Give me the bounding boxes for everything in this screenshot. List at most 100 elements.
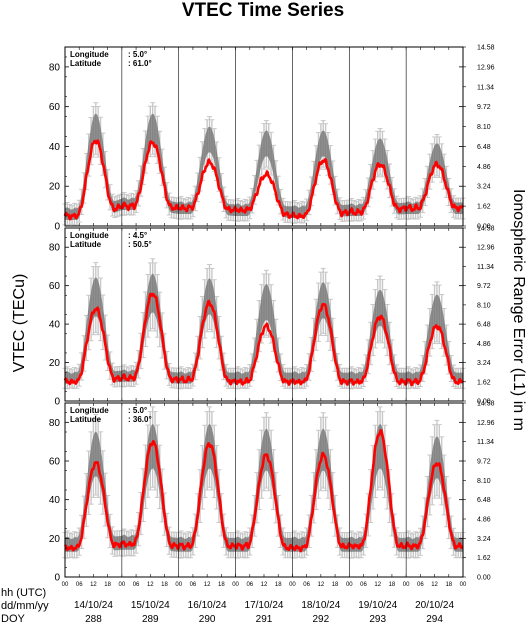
right-tick-label: 3.24 bbox=[477, 184, 491, 191]
date-label: 19/10/24 bbox=[358, 600, 397, 611]
latitude-label: Latitude bbox=[70, 415, 102, 424]
panel-middle: 0 20 40 60 80 0.00 1.62 3.24 4.86 6.48 8.10 9.72 11.… bbox=[49, 226, 495, 408]
mean-curve bbox=[63, 292, 465, 387]
hour-tick-label: 00 bbox=[232, 582, 239, 588]
doy-label: 291 bbox=[256, 614, 273, 623]
doy-label: 294 bbox=[426, 614, 443, 623]
hour-tick-label: 06 bbox=[360, 582, 367, 588]
hour-tick-label: 00 bbox=[62, 582, 69, 588]
latitude-label: Latitude bbox=[70, 240, 102, 249]
hour-tick-label: 12 bbox=[431, 582, 438, 588]
right-tick-label: 6.48 bbox=[477, 497, 491, 504]
y-tick-label: 80 bbox=[49, 418, 61, 429]
y-tick-label: 80 bbox=[49, 62, 61, 73]
mean-curve bbox=[63, 139, 465, 221]
date-label: 20/10/24 bbox=[415, 600, 454, 611]
hour-tick-label: 06 bbox=[76, 582, 83, 588]
date-label: 15/10/24 bbox=[131, 600, 170, 611]
hour-tick-label: 06 bbox=[246, 582, 253, 588]
right-tick-label: 1.62 bbox=[477, 204, 491, 211]
hour-tick-label: 18 bbox=[275, 582, 282, 588]
right-tick-label: 9.72 bbox=[477, 459, 491, 466]
row-label-hours: hh (UTC) bbox=[1, 587, 46, 599]
hour-tick-label: 00 bbox=[460, 582, 467, 588]
hour-tick-label: 18 bbox=[445, 582, 452, 588]
longitude-value: : 5.0° bbox=[128, 406, 147, 415]
right-tick-label: 8.10 bbox=[477, 124, 491, 131]
location-info: Longitude: 5.0° Latitude: 36.0° bbox=[70, 406, 152, 424]
date-label: 17/10/24 bbox=[245, 600, 284, 611]
hour-tick-label: 00 bbox=[119, 582, 126, 588]
longitude-value: : 5.0° bbox=[128, 50, 147, 59]
latitude-label: Latitude bbox=[70, 59, 102, 68]
hour-tick-label: 12 bbox=[318, 582, 325, 588]
right-tick-label: 12.96 bbox=[477, 245, 495, 252]
right-tick-label: 1.62 bbox=[477, 379, 491, 386]
hour-tick-label: 00 bbox=[289, 582, 296, 588]
hour-tick-label: 18 bbox=[104, 582, 111, 588]
latitude-value: : 61.0° bbox=[128, 59, 152, 68]
right-tick-label: 0.00 bbox=[477, 399, 491, 406]
doy-label: 288 bbox=[85, 614, 102, 623]
hour-tick-label: 06 bbox=[133, 582, 140, 588]
right-tick-label: 3.24 bbox=[477, 536, 491, 543]
right-tick-label: 9.72 bbox=[477, 104, 491, 111]
doy-label: 293 bbox=[369, 614, 386, 623]
right-tick-label: 4.86 bbox=[477, 341, 491, 348]
panel-bottom: 0 20 40 60 80 0.00 1.62 3.24 4.86 6.48 8.10 9.72 11.… bbox=[49, 401, 495, 623]
hour-tick-label: 06 bbox=[190, 582, 197, 588]
longitude-value: : 4.5° bbox=[128, 231, 147, 240]
y-tick-label: 40 bbox=[49, 320, 61, 331]
right-tick-label: 11.34 bbox=[477, 264, 494, 271]
right-tick-label: 0.00 bbox=[477, 224, 491, 231]
hour-tick-label: 00 bbox=[175, 582, 182, 588]
chart-title: VTEC Time Series bbox=[182, 0, 344, 21]
hour-tick-label: 00 bbox=[346, 582, 353, 588]
longitude-label: Longitude bbox=[70, 406, 109, 415]
y-tick-label: 40 bbox=[49, 142, 61, 153]
date-label: 18/10/24 bbox=[301, 600, 340, 611]
right-tick-label: 14.58 bbox=[477, 226, 495, 233]
right-tick-label: 3.24 bbox=[477, 360, 491, 367]
mean-curve bbox=[63, 429, 464, 553]
y-tick-label: 40 bbox=[49, 495, 61, 506]
right-tick-label: 6.48 bbox=[477, 144, 491, 151]
date-label: 14/10/24 bbox=[74, 600, 113, 611]
longitude-label: Longitude bbox=[70, 50, 109, 59]
doy-label: 290 bbox=[199, 614, 216, 623]
right-tick-label: 4.86 bbox=[477, 517, 491, 524]
y-tick-label: 20 bbox=[49, 534, 61, 545]
panel-top: 0 20 40 60 80 0.00 1.62 3.24 4.86 6.48 8.10 9.72 11.… bbox=[49, 45, 495, 233]
right-tick-label: 1.62 bbox=[477, 555, 491, 562]
row-label-doy: DOY bbox=[1, 613, 26, 623]
y-axis-label-left: VTEC (TECu) bbox=[11, 274, 28, 373]
location-info: Longitude : 4.5° Latitude : 50.5° bbox=[70, 231, 152, 249]
right-tick-label: 14.58 bbox=[477, 401, 495, 408]
hour-tick-label: 06 bbox=[417, 582, 424, 588]
doy-label: 289 bbox=[142, 614, 159, 623]
hour-tick-label: 18 bbox=[161, 582, 168, 588]
date-label: 16/10/24 bbox=[188, 600, 227, 611]
right-tick-label: 12.96 bbox=[477, 64, 495, 71]
right-tick-label: 11.34 bbox=[477, 84, 494, 91]
hour-tick-label: 18 bbox=[389, 582, 396, 588]
y-tick-label: 0 bbox=[54, 222, 60, 233]
latitude-value: : 50.5° bbox=[128, 240, 152, 249]
row-label-dates: dd/mm/yy bbox=[1, 600, 49, 612]
longitude-label: Longitude bbox=[70, 231, 109, 240]
right-tick-label: 9.72 bbox=[477, 283, 491, 290]
hour-tick-label: 00 bbox=[403, 582, 410, 588]
y-tick-label: 20 bbox=[49, 182, 61, 193]
hour-tick-label: 12 bbox=[261, 582, 268, 588]
panels: 0 20 40 60 80 0.00 1.62 3.24 4.86 6.48 8.10 9.72 11.… bbox=[49, 45, 495, 623]
hour-tick-label: 18 bbox=[218, 582, 225, 588]
y-tick-label: 60 bbox=[49, 281, 61, 292]
hour-tick-label: 18 bbox=[332, 582, 339, 588]
y-tick-label: 80 bbox=[49, 243, 61, 254]
right-tick-label: 0.00 bbox=[477, 575, 491, 582]
right-tick-label: 6.48 bbox=[477, 322, 491, 329]
right-tick-label: 8.10 bbox=[477, 478, 491, 485]
right-tick-label: 14.58 bbox=[477, 45, 495, 52]
y-tick-label: 20 bbox=[49, 358, 61, 369]
hour-tick-label: 12 bbox=[147, 582, 154, 588]
